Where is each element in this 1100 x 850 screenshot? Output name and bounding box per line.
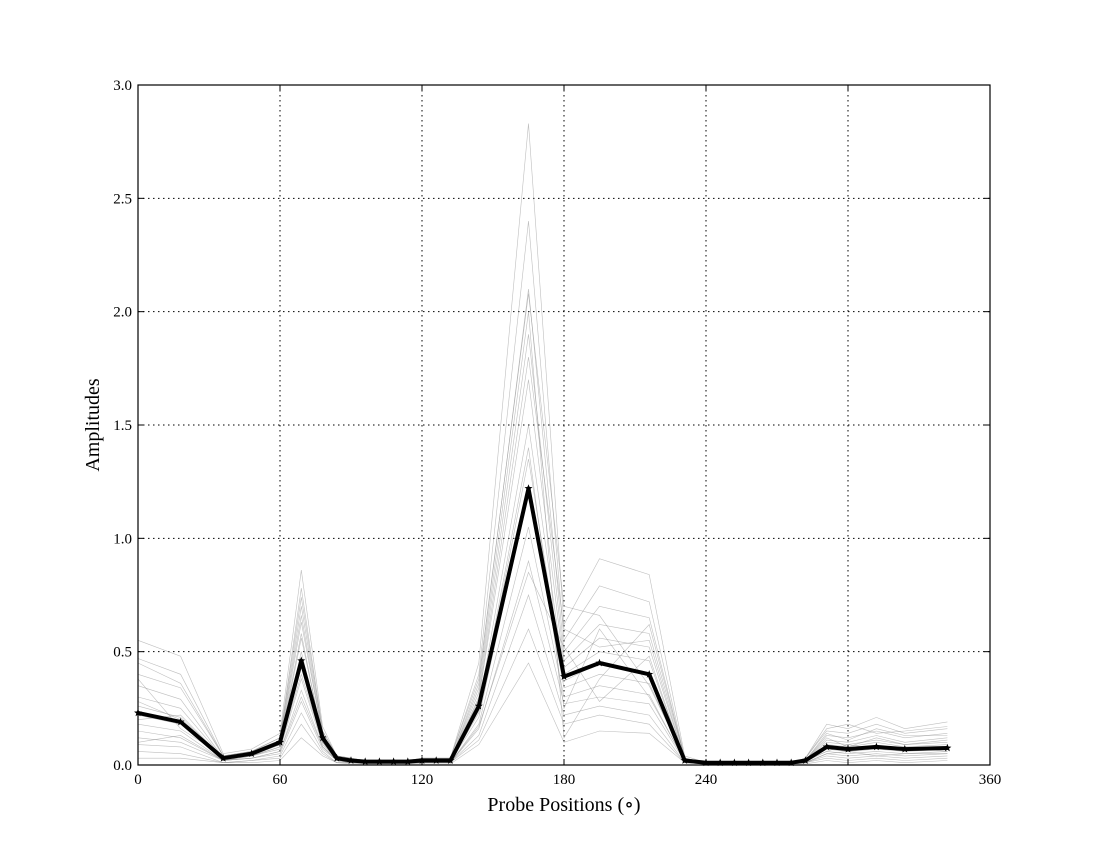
mean-point-marker (744, 758, 753, 767)
mean-point-marker (758, 758, 767, 767)
mean-point-marker (787, 758, 796, 767)
y-axis-ticks: 0.0 0.5 1.0 1.5 2.0 2.5 3.0 (113, 78, 990, 774)
mean-point-marker (822, 742, 831, 751)
mean-point-marker (219, 754, 228, 762)
y-tick-label: 3.0 (113, 78, 132, 94)
trial-series-line-7 (137, 458, 948, 764)
mean-point-marker (716, 758, 725, 767)
mean-point-marker (297, 656, 306, 665)
y-axis-label: Amplitudes (82, 378, 104, 472)
mean-point-marker (524, 484, 533, 492)
mean-series-line (137, 486, 948, 765)
trial-series-line-10 (137, 559, 948, 765)
y-tick-label: 0.5 (113, 645, 132, 661)
mean-point-marker (403, 757, 412, 765)
y-tick-label: 2.5 (113, 191, 132, 207)
mean-point-marker (560, 672, 568, 680)
x-tick-label: 360 (979, 772, 1002, 788)
mean-point-marker (844, 744, 852, 753)
mean-point-marker (645, 670, 654, 678)
x-tick-label: 60 (273, 772, 288, 788)
mean-point-marker (247, 749, 256, 758)
mean-point-marker (595, 658, 604, 667)
mean-point-marker (773, 758, 781, 767)
mean-point-marker (332, 754, 341, 762)
trial-series-line-18 (137, 293, 948, 764)
x-tick-label: 0 (134, 772, 142, 788)
mean-point-marker (318, 733, 327, 742)
trial-series-line-2 (137, 220, 948, 764)
x-tick-label: 180 (553, 772, 576, 788)
trial-series-group (137, 123, 948, 765)
mean-point-marker (474, 701, 483, 710)
y-tick-label: 2.0 (113, 305, 132, 321)
x-tick-label: 240 (695, 772, 718, 788)
x-axis-ticks: 0 60 120 180 240 300 360 (134, 85, 1001, 788)
y-tick-label: 0.0 (113, 758, 132, 774)
mean-point-marker (730, 758, 739, 767)
mean-point-marker (872, 742, 881, 751)
mean-point-marker (680, 756, 689, 764)
x-tick-label: 300 (837, 772, 860, 788)
x-tick-label: 120 (411, 772, 434, 788)
grid-lines (138, 85, 990, 765)
y-tick-label: 1.0 (113, 531, 132, 547)
mean-point-marker (446, 756, 455, 764)
y-tick-label: 1.5 (113, 418, 132, 434)
mean-point-marker (347, 756, 355, 764)
mean-point-marker (176, 717, 185, 726)
x-axis-label: Probe Positions (∘) (487, 794, 640, 816)
trial-series-line-8 (137, 492, 948, 764)
mean-point-marker (361, 757, 370, 765)
trial-series-line-12 (137, 628, 948, 765)
mean-point-marker (801, 756, 810, 764)
mean-point-marker (432, 756, 441, 764)
mean-point-marker (375, 757, 384, 765)
mean-point-marker (389, 757, 398, 765)
trial-series-line-17 (137, 571, 948, 765)
mean-point-marker (943, 743, 952, 752)
mean-point-marker (900, 744, 909, 753)
mean-point-marker (276, 738, 284, 746)
